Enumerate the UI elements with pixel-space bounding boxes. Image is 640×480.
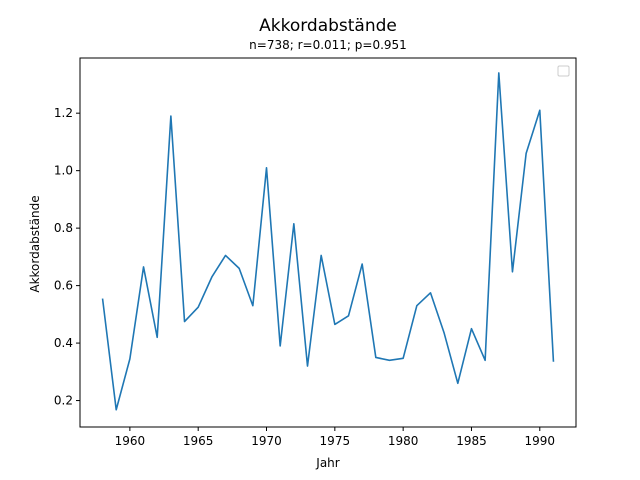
y-tick-label-0.2: 0.2 <box>54 394 73 408</box>
data-point-1983 <box>443 332 445 334</box>
x-tick-label-1985: 1985 <box>456 434 487 448</box>
data-point-1984 <box>457 382 459 384</box>
data-point-1966 <box>211 276 213 278</box>
chart-subtitle: n=738; r=0.011; p=0.951 <box>249 38 407 52</box>
data-point-1985 <box>470 328 472 330</box>
data-point-1980 <box>402 357 404 359</box>
x-tick-label-1965: 1965 <box>183 434 214 448</box>
data-point-1978 <box>375 356 377 358</box>
x-tick-label-1960: 1960 <box>115 434 146 448</box>
data-point-1982 <box>429 292 431 294</box>
data-point-1981 <box>416 305 418 307</box>
data-point-1971 <box>279 345 281 347</box>
data-point-1967 <box>224 254 226 256</box>
data-point-1968 <box>238 267 240 269</box>
data-point-1974 <box>320 254 322 256</box>
y-tick-label-0.6: 0.6 <box>54 279 73 293</box>
data-point-1972 <box>293 223 295 225</box>
axes-frame <box>79 57 577 428</box>
y-tick-label-0.8: 0.8 <box>54 221 73 235</box>
data-point-1991 <box>552 361 554 363</box>
data-point-1963 <box>170 115 172 117</box>
y-tick-label-1.2: 1.2 <box>54 106 73 120</box>
y-axis-label: Akkordabstände <box>28 195 42 292</box>
chart-title: Akkordabstände <box>259 16 397 36</box>
data-point-1975 <box>334 323 336 325</box>
data-point-1979 <box>388 359 390 361</box>
series-line-0 <box>101 72 555 411</box>
data-point-1960 <box>129 358 131 360</box>
data-point-1976 <box>347 315 349 317</box>
x-tick-label-1980: 1980 <box>388 434 419 448</box>
data-point-1988 <box>511 271 513 273</box>
data-point-1962 <box>156 336 158 338</box>
x-tick-label-1990: 1990 <box>525 434 556 448</box>
data-point-1958 <box>101 297 103 299</box>
data-point-1959 <box>115 409 117 411</box>
plot-area: 1960 1965 1970 1975 1980 1985 1990 0.2 0.4 0.6 0.8… <box>54 57 577 448</box>
legend-box <box>557 65 570 77</box>
data-point-1965 <box>197 306 199 308</box>
data-point-1990 <box>539 109 541 111</box>
y-tick-label-1: 1.0 <box>54 164 73 178</box>
data-point-1986 <box>484 359 486 361</box>
data-point-1970 <box>265 167 267 169</box>
data-point-1964 <box>183 320 185 322</box>
data-point-1977 <box>361 263 363 265</box>
data-point-1961 <box>142 266 144 268</box>
data-point-1969 <box>252 305 254 307</box>
y-tick-label-0.4: 0.4 <box>54 336 73 350</box>
x-tick-label-1970: 1970 <box>251 434 282 448</box>
x-tick-label-1975: 1975 <box>320 434 351 448</box>
data-point-1973 <box>306 365 308 367</box>
data-point-1989 <box>525 152 527 154</box>
data-point-1987 <box>498 72 500 74</box>
x-axis-label: Jahr <box>315 456 339 470</box>
